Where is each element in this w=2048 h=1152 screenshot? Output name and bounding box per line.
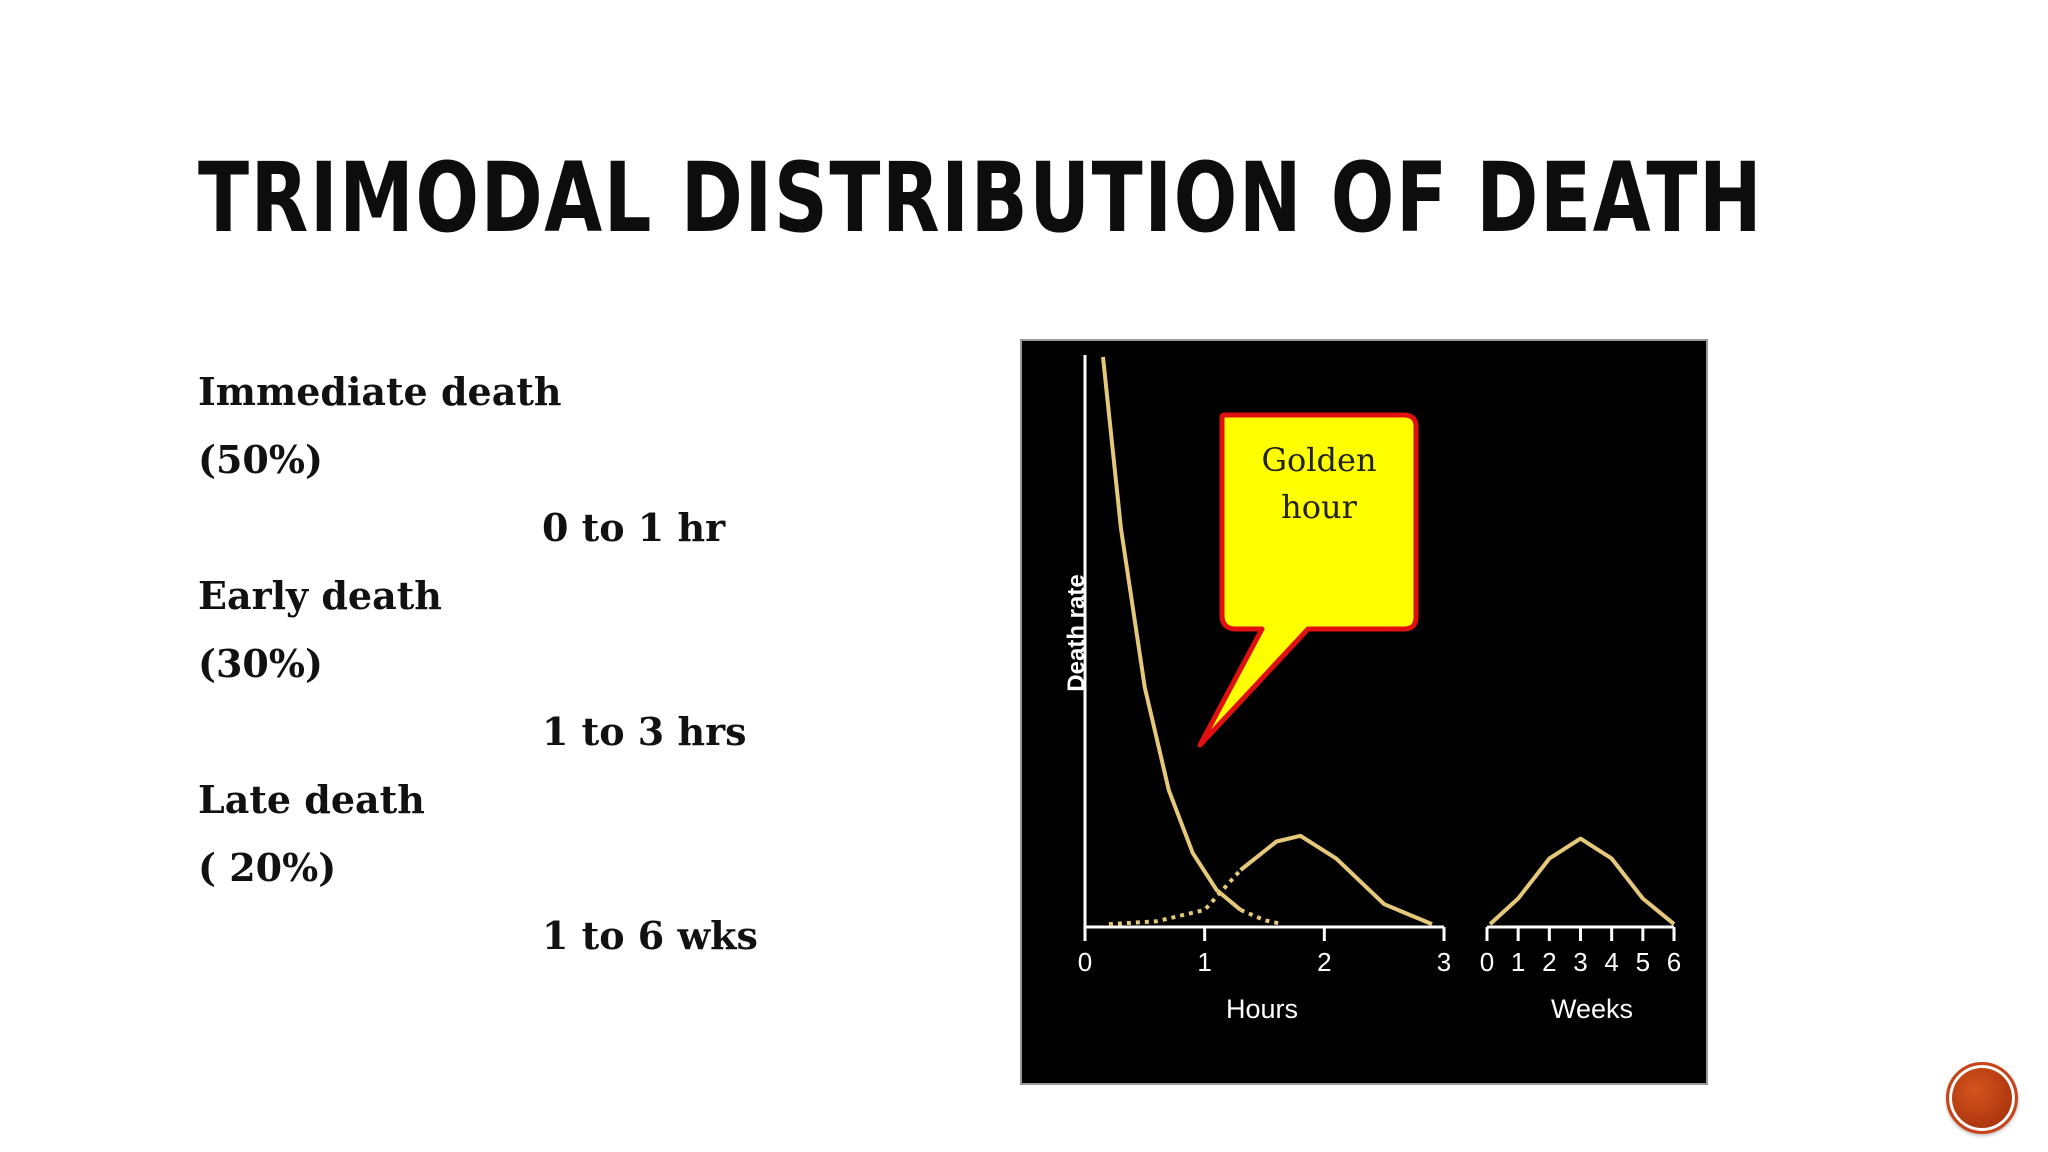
x-tick-label-weeks-0: 0 [1480,947,1494,977]
x-tick-label-weeks-5: 5 [1636,947,1650,977]
x-tick-label-hours-0: 0 [1078,947,1092,977]
series-weeks-0 [1488,836,1676,926]
next-slide-button[interactable] [1946,1062,2018,1134]
series-hours-0-solid [1101,356,1242,912]
x-tick-label-hours-3: 3 [1437,947,1451,977]
x-axis-label-weeks: Weeks [1551,994,1633,1024]
immediate-death-percent: (50%) [198,437,323,482]
immediate-death-label: Immediate death [198,369,562,414]
golden-hour-callout [1197,412,1419,748]
x-tick-label-weeks-1: 1 [1511,947,1525,977]
bullet-list: Immediate death (50%) 0 to 1 hr Early de… [198,358,898,970]
early-death-percent: (30%) [198,641,323,686]
early-death-label: Early death [198,573,442,618]
x-tick-label-weeks-4: 4 [1604,947,1618,977]
immediate-death-time: 0 to 1 hr [542,505,726,550]
x-tick-label-hours-2: 2 [1317,947,1331,977]
x-axis-label-hours: Hours [1226,994,1298,1024]
early-death-time: 1 to 3 hrs [542,709,747,754]
series-hours-1-solid [1239,833,1433,926]
series-hours-1-dotted [1108,868,1243,927]
callout-line1: Golden [1261,441,1376,479]
x-tick-label-weeks-2: 2 [1542,947,1556,977]
slide-title: Trimodal distribution of death [198,142,1764,254]
late-death-time: 1 to 6 wks [542,913,758,958]
x-tick-label-hours-1: 1 [1197,947,1211,977]
x-tick-label-weeks-3: 3 [1573,947,1587,977]
late-death-percent: ( 20%) [198,845,337,890]
x-tick-label-weeks-6: 6 [1667,947,1681,977]
late-death-label: Late death [198,777,425,822]
series-hours-0-dotted [1239,908,1283,927]
callout-line2: hour [1281,488,1357,526]
